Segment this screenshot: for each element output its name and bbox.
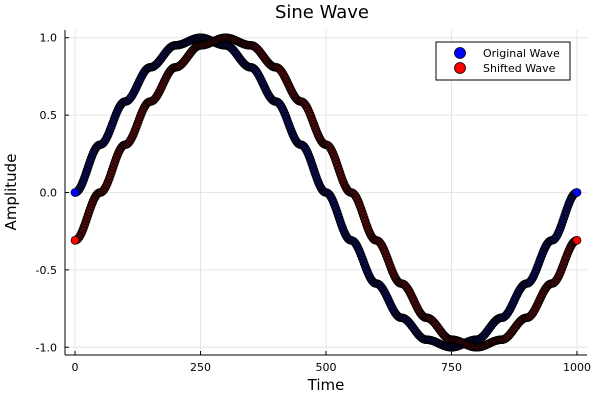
- legend-swatch-original-wave: [454, 47, 466, 59]
- y-tick-label: -1.0: [36, 341, 57, 354]
- legend-label-original-wave: Original Wave: [483, 47, 560, 60]
- data-point-endpoint: [572, 236, 582, 245]
- legend: Original Wave Shifted Wave: [435, 41, 571, 81]
- y-tick-label: 0.5: [40, 109, 58, 122]
- x-tick-label: 500: [316, 361, 337, 374]
- x-axis-label: Time: [307, 376, 345, 394]
- y-tick-label: 0.0: [40, 187, 58, 200]
- chart-title: Sine Wave: [275, 2, 369, 23]
- x-tick-label: 1000: [563, 361, 591, 374]
- x-tick-label: 750: [441, 361, 462, 374]
- x-tick-label: 0: [72, 361, 79, 374]
- data-point-endpoint: [70, 188, 80, 197]
- y-tick-label: 1.0: [40, 32, 58, 45]
- legend-swatch-shifted-wave: [454, 62, 466, 74]
- data-point-endpoint: [70, 236, 80, 245]
- plot-area: [70, 33, 582, 352]
- y-axis-label: Amplitude: [2, 154, 20, 231]
- data-point-endpoint: [572, 188, 582, 197]
- x-tick-label: 250: [190, 361, 211, 374]
- legend-label-shifted-wave: Shifted Wave: [483, 62, 556, 75]
- axis-ticks: 0 250 500 750 1000 -1.0 -0.5 0.0 0.5 1.0: [36, 32, 591, 374]
- y-tick-label: -0.5: [36, 264, 57, 277]
- series-shifted-wave: [70, 33, 582, 352]
